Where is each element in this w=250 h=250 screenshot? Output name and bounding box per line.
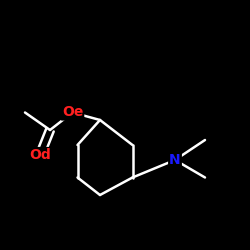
Text: Oe: Oe (62, 106, 83, 120)
Text: N: N (169, 153, 181, 167)
Text: Od: Od (29, 148, 51, 162)
